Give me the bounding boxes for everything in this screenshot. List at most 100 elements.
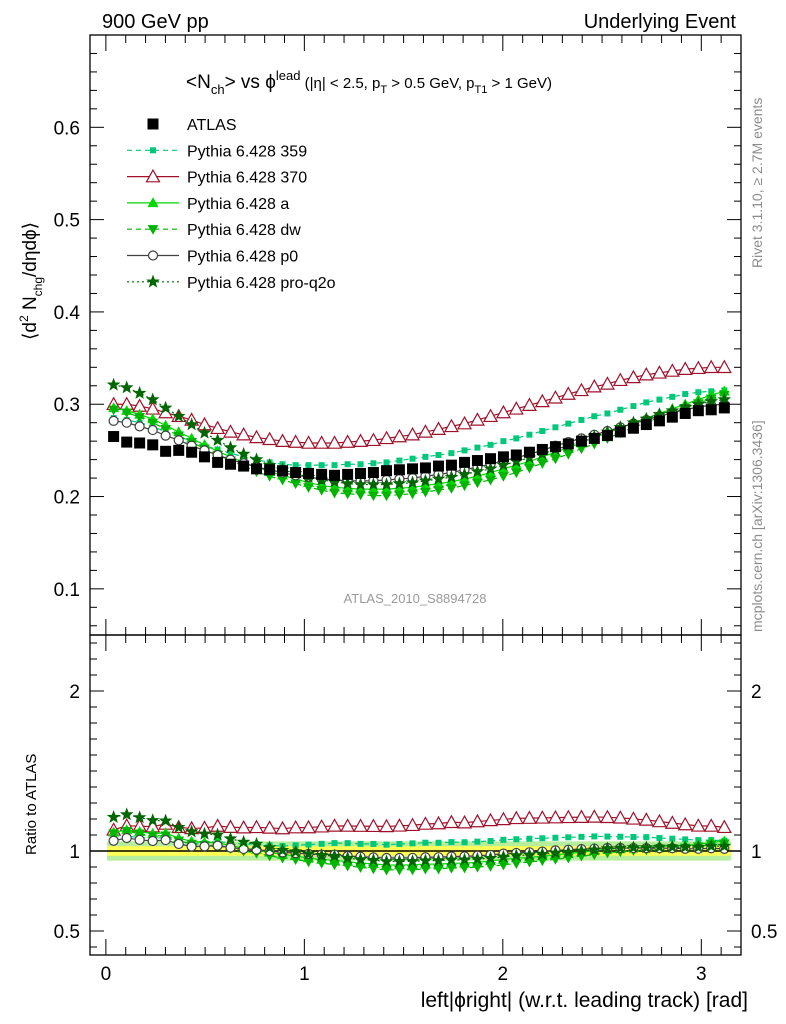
data-point-p359	[630, 403, 637, 410]
ratio-point-p359	[474, 838, 481, 845]
ratio-point-p359	[604, 833, 611, 840]
ratio-point-p370	[340, 818, 356, 832]
data-point-pdw	[472, 478, 483, 489]
data-point-p370	[288, 434, 304, 448]
data-point-p370	[236, 426, 252, 441]
ratio-point-p370	[417, 816, 433, 830]
ratio-point-pq2o	[275, 843, 290, 857]
ratio-point-pdw	[329, 860, 340, 871]
data-point-p370	[508, 401, 524, 415]
legend-label: Pythia 6.428 370	[187, 170, 307, 187]
data-point-atlas	[212, 456, 224, 468]
data-point-p359	[448, 450, 455, 457]
data-point-p370	[210, 420, 226, 435]
data-point-atlas	[705, 404, 717, 416]
data-point-p370	[340, 434, 356, 448]
data-point-atlas	[601, 430, 613, 442]
ratio-y-tick-label-left: 2	[69, 682, 80, 703]
data-point-p359	[526, 431, 533, 438]
ratio-y-tick-label-right: 2	[751, 682, 762, 703]
x-tick-label: 3	[696, 964, 707, 985]
ratio-point-pq2o	[106, 810, 121, 823]
ratio-point-pp0	[225, 842, 236, 853]
legend-marker	[147, 118, 159, 130]
ratio-point-pq2o	[262, 840, 277, 854]
ratio-point-pq2o	[509, 848, 524, 862]
y-tick-label: 0.1	[54, 580, 80, 601]
data-point-pdw	[394, 490, 405, 501]
data-point-atlas	[121, 436, 133, 448]
data-point-atlas	[588, 432, 600, 444]
legend-label: Pythia 6.428 359	[187, 143, 307, 160]
ratio-point-p370	[664, 815, 680, 829]
ratio-point-pq2o	[171, 820, 186, 834]
data-point-pp0	[108, 415, 119, 426]
data-point-atlas	[485, 453, 497, 465]
ratio-point-pp0	[186, 841, 197, 852]
data-point-p359	[578, 416, 585, 423]
ratio-point-p370	[353, 818, 369, 832]
data-point-atlas	[264, 464, 276, 476]
ratio-point-p359	[448, 839, 455, 846]
ratio-panel-frame	[89, 634, 742, 956]
ratio-point-p370	[288, 819, 304, 834]
ratio-point-pq2o	[470, 851, 485, 865]
ratio-point-p359	[370, 840, 377, 847]
data-point-pq2o	[392, 476, 407, 490]
ratio-point-p359	[682, 836, 689, 843]
x-tick-label: 0	[101, 964, 112, 985]
legend-entry: Pythia 6.428 370	[127, 168, 307, 187]
data-point-p370	[612, 372, 628, 387]
data-point-p370	[469, 412, 485, 426]
data-point-atlas	[225, 458, 237, 470]
ratio-point-p370	[262, 820, 278, 834]
ratio-point-pq2o	[678, 839, 693, 853]
data-point-pq2o	[444, 470, 459, 483]
ratio-point-p370	[547, 809, 563, 824]
y-tick-label: 0.5	[54, 211, 80, 232]
data-point-pdw	[160, 425, 171, 435]
ratio-point-p359	[539, 835, 546, 842]
ratio-point-pdw	[459, 863, 470, 874]
data-point-pdw	[134, 413, 145, 423]
ratio-point-p359	[331, 840, 338, 847]
ratio-point-p370	[625, 811, 641, 825]
ratio-y-tick-label-right: 0.5	[751, 922, 777, 943]
ratio-point-p359	[435, 839, 442, 846]
ratio-point-pp0	[173, 838, 184, 850]
ratio-point-pdw	[381, 865, 392, 876]
ratio-point-p359	[305, 841, 312, 848]
data-point-p359	[292, 462, 299, 469]
data-point-atlas	[381, 465, 393, 477]
ratio-point-pq2o	[522, 847, 537, 861]
ratio-point-pq2o	[197, 826, 212, 840]
data-point-p370	[716, 359, 732, 374]
ratio-point-pq2o	[366, 853, 381, 866]
ratio-panel-marks	[106, 807, 732, 876]
ratio-point-pp0	[108, 835, 119, 846]
data-point-p370	[262, 431, 278, 446]
data-point-atlas	[173, 444, 185, 456]
data-point-atlas	[523, 446, 535, 458]
data-point-p370	[547, 390, 563, 404]
ratio-point-p370	[405, 817, 421, 832]
ratio-point-p370	[275, 820, 291, 835]
y-tick-label: 0.2	[54, 488, 80, 509]
data-point-pdw	[303, 483, 314, 493]
data-point-pq2o	[223, 440, 238, 454]
data-point-p359	[422, 453, 429, 460]
legend-entry: Pythia 6.428 a	[127, 196, 289, 213]
data-point-atlas	[679, 407, 691, 419]
data-point-atlas	[186, 446, 198, 458]
data-point-p359	[357, 461, 364, 468]
data-point-pp0	[160, 430, 171, 441]
data-point-pp0	[134, 421, 145, 432]
data-point-atlas	[367, 467, 379, 479]
data-point-pp0	[173, 435, 184, 446]
x-axis-label: left|ϕright| (w.r.t. leading track) [rad…	[421, 989, 748, 1012]
legend-entry: Pythia 6.428 dw	[127, 222, 301, 239]
data-point-pq2o	[197, 425, 212, 439]
data-point-atlas	[419, 462, 431, 474]
ratio-point-pp0	[134, 834, 145, 845]
ratio-point-pq2o	[405, 854, 420, 868]
